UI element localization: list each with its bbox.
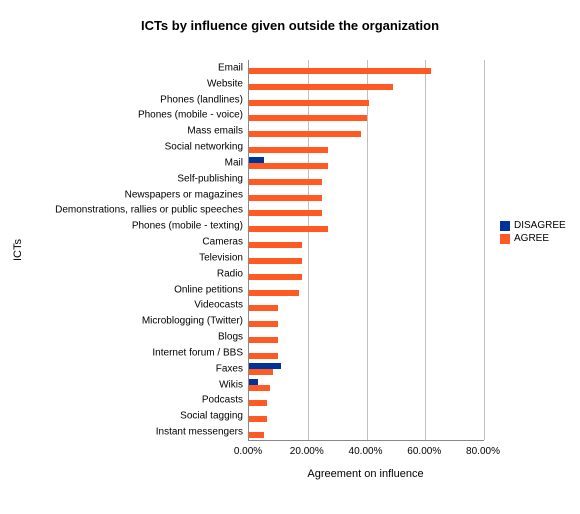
x-axis-label: Agreement on influence: [307, 468, 423, 480]
y-tick-label: Microblogging (Twitter): [142, 316, 243, 327]
bar-agree: [249, 84, 393, 90]
bar-agree: [249, 242, 302, 248]
y-tick-label: Internet forum / BBS: [152, 347, 243, 358]
y-tick-label: Podcasts: [202, 395, 243, 406]
bar-agree: [249, 290, 299, 296]
y-axis-label: ICTs: [12, 239, 24, 261]
bar-agree: [249, 432, 264, 438]
gridline: [484, 60, 485, 440]
x-tick-label: 0.00%: [234, 446, 262, 457]
bar-agree: [249, 179, 322, 185]
y-tick-label: Blogs: [218, 332, 243, 343]
y-tick-label: Instant messengers: [156, 427, 243, 438]
y-tick-label: Radio: [217, 268, 243, 279]
bar-agree: [249, 385, 270, 391]
legend-swatch: [500, 221, 510, 231]
y-tick-label: Faxes: [216, 363, 243, 374]
plot-area: [248, 60, 484, 441]
bar-agree: [249, 416, 267, 422]
bar-agree: [249, 274, 302, 280]
y-tick-label: Mail: [225, 157, 243, 168]
legend-label: AGREE: [514, 233, 549, 244]
bar-agree: [249, 226, 328, 232]
y-tick-label: Newspapers or magazines: [125, 189, 243, 200]
bar-agree: [249, 68, 431, 74]
bar-agree: [249, 115, 367, 121]
y-tick-label: Social tagging: [180, 411, 243, 422]
y-tick-label: Phones (mobile - texting): [132, 221, 243, 232]
gridline: [425, 60, 426, 440]
y-tick-label: Phones (landlines): [160, 94, 243, 105]
legend-label: DISAGREE: [514, 220, 566, 231]
bar-agree: [249, 195, 322, 201]
bar-agree: [249, 400, 267, 406]
y-tick-label: Videocasts: [194, 300, 243, 311]
bar-agree: [249, 353, 278, 359]
chart-container: ICTs by influence given outside the orga…: [0, 0, 580, 514]
bar-agree: [249, 163, 328, 169]
x-tick-label: 40.00%: [349, 446, 383, 457]
y-tick-label: Cameras: [202, 237, 243, 248]
y-tick-label: Television: [199, 252, 243, 263]
bar-agree: [249, 321, 278, 327]
bar-agree: [249, 258, 302, 264]
bar-agree: [249, 131, 361, 137]
y-tick-label: Website: [207, 78, 243, 89]
bar-agree: [249, 337, 278, 343]
bar-agree: [249, 369, 273, 375]
chart-title: ICTs by influence given outside the orga…: [0, 18, 580, 33]
bar-agree: [249, 147, 328, 153]
bar-agree: [249, 305, 278, 311]
y-tick-label: Demonstrations, rallies or public speech…: [55, 205, 243, 216]
y-tick-label: Phones (mobile - voice): [138, 110, 243, 121]
legend-swatch: [500, 234, 510, 244]
y-tick-label: Mass emails: [187, 126, 243, 137]
y-tick-label: Online petitions: [174, 284, 243, 295]
x-tick-label: 20.00%: [290, 446, 324, 457]
y-tick-label: Email: [218, 62, 243, 73]
y-tick-label: Social networking: [165, 142, 243, 153]
x-tick-label: 60.00%: [407, 446, 441, 457]
x-tick-label: 80.00%: [466, 446, 500, 457]
bar-agree: [249, 210, 322, 216]
legend: DISAGREE AGREE: [500, 220, 566, 246]
legend-item: AGREE: [500, 233, 566, 244]
gridline: [367, 60, 368, 440]
bar-agree: [249, 100, 369, 106]
legend-item: DISAGREE: [500, 220, 566, 231]
y-tick-label: Self-publishing: [177, 173, 243, 184]
y-tick-label: Wikis: [219, 379, 243, 390]
